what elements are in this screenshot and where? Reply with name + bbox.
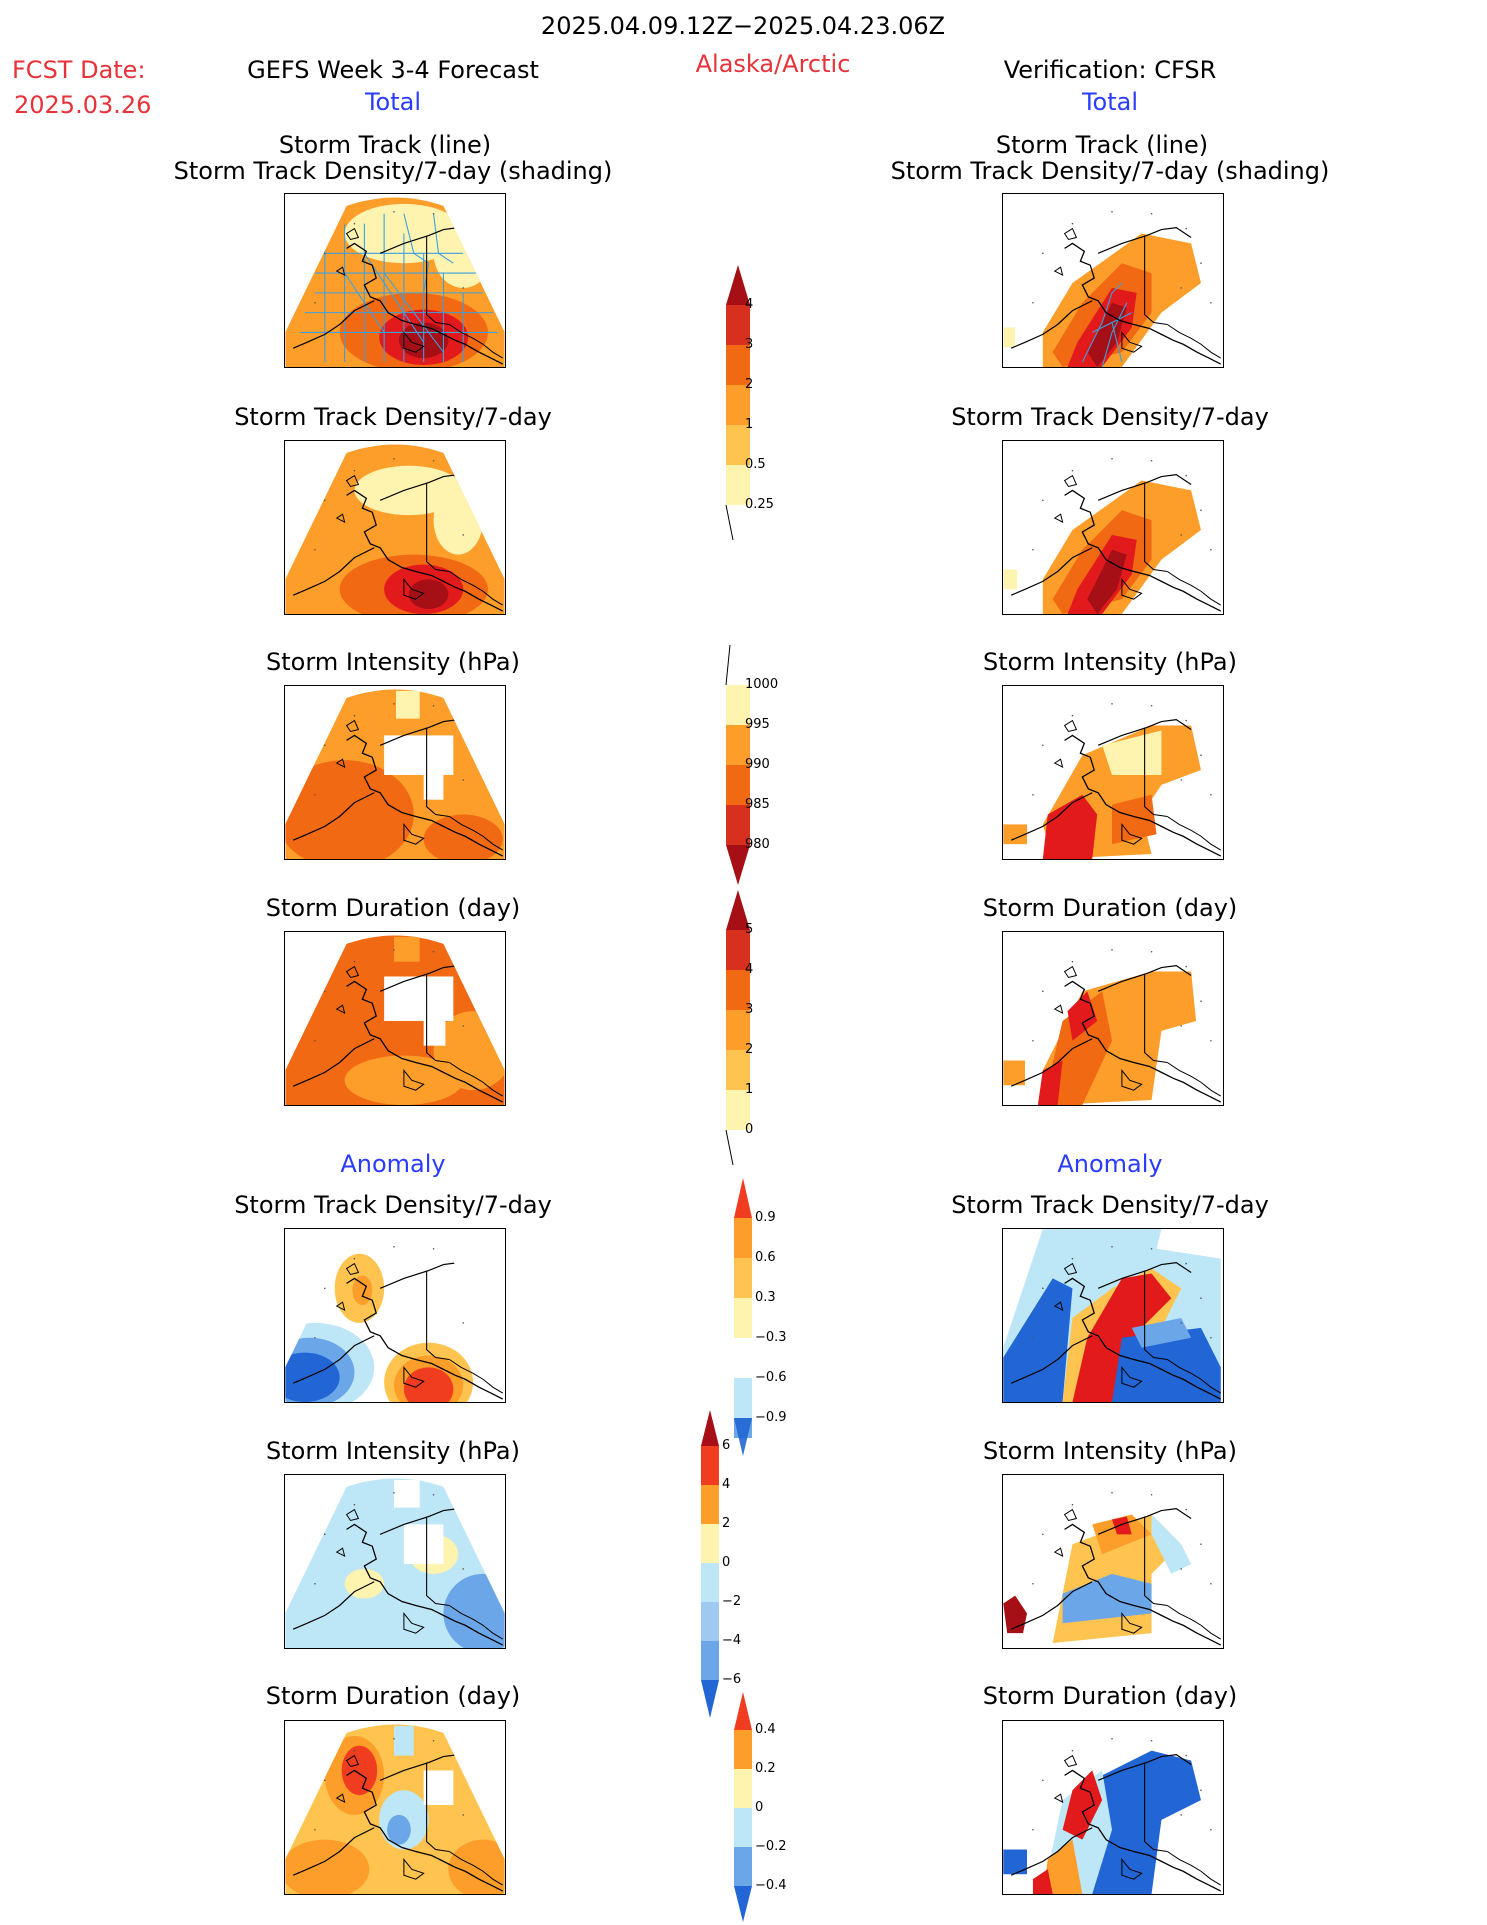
title-intensity-left: Storm Intensity (hPa) [266, 648, 520, 676]
cbar3-label-5: 0 [745, 1122, 754, 1137]
total-label-left: Total [364, 88, 422, 116]
cbar2-label-1: 995 [745, 717, 770, 732]
title-density-right: Storm Track Density/7-day [951, 403, 1269, 431]
cbar4-label-5: −0.9 [755, 1410, 787, 1425]
map-forecast-intensity-anomaly [284, 1474, 506, 1649]
forecast-title: GEFS Week 3-4 Forecast [247, 56, 539, 84]
colorbar-density-anomaly: 0.9 0.6 0.3 −0.3 −0.6 −0.9 [733, 1178, 793, 1458]
map-forecast-density [284, 440, 506, 615]
title-track-line-left: Storm Track (line) [278, 131, 492, 159]
cbar1-label-5: 0.25 [745, 497, 774, 512]
cbar3-label-2: 3 [745, 1002, 754, 1017]
title-density-anom-left: Storm Track Density/7-day [234, 1191, 552, 1219]
title-intensity-anom-right: Storm Intensity (hPa) [983, 1437, 1237, 1465]
anomaly-label-left: Anomaly [340, 1150, 446, 1178]
cbar6-label-4: −0.4 [755, 1878, 787, 1893]
title-density-anom-right: Storm Track Density/7-day [951, 1191, 1269, 1219]
colorbar-duration-anomaly: 0.4 0.2 0 −0.2 −0.4 [733, 1692, 793, 1922]
anomaly-label-right: Anomaly [1057, 1150, 1163, 1178]
colorbar-intensity-anomaly: 6 4 2 0 −2 −4 −6 [700, 1410, 760, 1720]
colorbar-duration-total: 5 4 3 2 1 0 [723, 890, 783, 1170]
map-verification-intensity [1002, 685, 1224, 860]
cbar1-label-4: 0.5 [745, 457, 766, 472]
title-track-shading-right: Storm Track Density/7-day (shading) [890, 157, 1330, 185]
map-verification-density-anomaly [1002, 1228, 1224, 1403]
cbar3-label-3: 2 [745, 1042, 754, 1057]
map-forecast-track [284, 193, 506, 368]
cbar2-label-4: 980 [745, 837, 770, 852]
map-forecast-intensity [284, 685, 506, 860]
cbar6-label-1: 0.2 [755, 1761, 776, 1776]
cbar4-label-2: 0.3 [755, 1290, 776, 1305]
cbar2-label-0: 1000 [745, 677, 779, 692]
map-verification-density [1002, 440, 1224, 615]
colorbar-intensity-total: 1000 995 990 985 980 [723, 645, 793, 890]
title-duration-right: Storm Duration (day) [982, 894, 1238, 922]
cbar6-label-0: 0.4 [755, 1722, 776, 1737]
cbar5-label-6: −6 [722, 1672, 742, 1687]
map-verification-intensity-anomaly [1002, 1474, 1224, 1649]
cbar3-label-0: 5 [745, 922, 754, 937]
cbar1-label-3: 1 [745, 417, 754, 432]
cbar3-label-1: 4 [745, 962, 754, 977]
verification-title: Verification: CFSR [1003, 56, 1217, 84]
cbar5-label-0: 6 [722, 1438, 731, 1453]
map-forecast-duration-anomaly [284, 1720, 506, 1895]
cbar4-label-0: 0.9 [755, 1210, 776, 1225]
title-density-left: Storm Track Density/7-day [234, 403, 552, 431]
cbar2-label-3: 985 [745, 797, 770, 812]
cbar5-label-4: −2 [722, 1594, 742, 1609]
region-label: Alaska/Arctic [695, 50, 851, 78]
valid-period-title: 2025.04.09.12Z−2025.04.23.06Z [540, 12, 946, 40]
map-forecast-density-anomaly [284, 1228, 506, 1403]
title-intensity-anom-left: Storm Intensity (hPa) [266, 1437, 520, 1465]
map-verification-duration-anomaly [1002, 1720, 1224, 1895]
colorbar-density-total: 4 3 2 1 0.5 0.25 [723, 265, 783, 545]
title-duration-anom-right: Storm Duration (day) [982, 1682, 1238, 1710]
map-verification-duration [1002, 931, 1224, 1106]
cbar1-label-0: 4 [745, 297, 754, 312]
cbar4-label-3: −0.3 [755, 1330, 787, 1345]
cbar1-label-2: 2 [745, 377, 754, 392]
total-label-right: Total [1081, 88, 1139, 116]
title-intensity-right: Storm Intensity (hPa) [983, 648, 1237, 676]
fcst-date-label: FCST Date: [12, 56, 146, 84]
fcst-date-value: 2025.03.26 [14, 91, 152, 119]
cbar5-label-5: −4 [722, 1633, 742, 1648]
cbar5-label-1: 4 [722, 1477, 731, 1492]
cbar1-label-1: 3 [745, 337, 754, 352]
map-forecast-duration [284, 931, 506, 1106]
cbar5-label-3: 0 [722, 1555, 731, 1570]
map-verification-track [1002, 193, 1224, 368]
cbar6-label-3: −0.2 [755, 1839, 787, 1854]
cbar3-label-4: 1 [745, 1082, 754, 1097]
title-track-shading-left: Storm Track Density/7-day (shading) [173, 157, 613, 185]
title-track-line-right: Storm Track (line) [995, 131, 1209, 159]
title-duration-left: Storm Duration (day) [265, 894, 521, 922]
cbar5-label-2: 2 [722, 1516, 731, 1531]
cbar4-label-1: 0.6 [755, 1250, 776, 1265]
cbar6-label-2: 0 [755, 1800, 764, 1815]
cbar4-label-4: −0.6 [755, 1370, 787, 1385]
title-duration-anom-left: Storm Duration (day) [265, 1682, 521, 1710]
cbar2-label-2: 990 [745, 757, 770, 772]
